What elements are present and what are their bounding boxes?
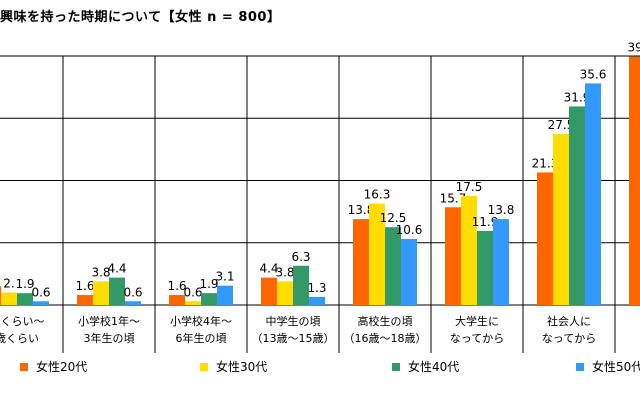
- bar: [293, 265, 309, 305]
- bar: [309, 296, 325, 305]
- legend-label-30s: 女性30代: [216, 360, 268, 374]
- data-label: 2.: [3, 277, 14, 291]
- bar: [493, 219, 509, 305]
- legend-item-50s: 女性50代: [576, 358, 640, 375]
- category-label: 小学校4年～: [170, 314, 232, 328]
- category-label: （13歳～15歳）: [252, 332, 335, 345]
- category-label: 6年生の頃: [176, 331, 227, 345]
- bar: [125, 301, 141, 305]
- data-label: 39.: [627, 41, 640, 55]
- bar: [477, 230, 493, 305]
- data-label: 0.6: [183, 285, 202, 299]
- legend-swatch-50s: [576, 362, 584, 371]
- data-label: 27.5: [548, 118, 575, 132]
- data-label: 12.5: [380, 211, 407, 225]
- bar: [629, 56, 640, 306]
- legend-swatch-20s: [20, 362, 28, 371]
- bar: [461, 196, 477, 305]
- bar: [109, 277, 125, 305]
- bar: [17, 293, 33, 305]
- data-label: 13.8: [488, 203, 515, 217]
- bar: [0, 286, 1, 305]
- data-label: 1.9: [15, 277, 34, 291]
- data-label: 0.6: [123, 285, 142, 299]
- category-label: 大学生に: [455, 314, 499, 328]
- category-label: 3年生の頃: [84, 331, 135, 345]
- legend-label-50s: 女性50代: [592, 360, 640, 374]
- bar: [261, 277, 277, 305]
- data-label: 4.4: [259, 262, 278, 276]
- bar: [445, 207, 461, 305]
- data-label: 31.9: [564, 90, 591, 104]
- data-label: 3.8: [275, 265, 294, 279]
- bar: [1, 292, 17, 305]
- category-label: 小学校1年～: [78, 314, 140, 328]
- bar: [585, 83, 601, 305]
- data-label: 1.6: [75, 279, 94, 293]
- data-label: 21.3: [532, 156, 559, 170]
- legend-label-40s: 女性40代: [408, 360, 460, 374]
- legend-item-20s: 女性20代: [20, 358, 87, 375]
- bar: [217, 285, 233, 305]
- bar: [569, 106, 585, 305]
- category-label: 歳くらい: [0, 332, 39, 345]
- data-label: 10.6: [396, 223, 423, 237]
- bar: [33, 301, 49, 305]
- category-label: 中学生の頃: [266, 314, 321, 328]
- data-label: 4.4: [107, 262, 126, 276]
- bar: [553, 133, 569, 305]
- category-label: なってから: [450, 332, 504, 345]
- data-label: 6.3: [291, 250, 310, 264]
- data-label: 15.7: [440, 191, 467, 205]
- bar: [77, 295, 93, 305]
- legend-label-20s: 女性20代: [36, 360, 88, 374]
- chart-title: 興味を持った時期について【女性 n = 800】: [0, 10, 281, 25]
- data-label: 16.3: [364, 188, 391, 202]
- legend-item-30s: 女性30代: [200, 358, 267, 375]
- bar: [401, 239, 417, 305]
- bar: [93, 281, 109, 305]
- data-label: 3.8: [91, 265, 110, 279]
- category-label: 社会人に: [547, 314, 591, 328]
- bar: [353, 219, 369, 305]
- data-label: 1.3: [307, 281, 326, 295]
- bar: [369, 203, 385, 305]
- data-label: 13.8: [348, 203, 375, 217]
- data-label: 35.6: [580, 67, 607, 81]
- legend-swatch-30s: [200, 362, 208, 371]
- bar: [185, 301, 201, 305]
- data-label: 11.9: [472, 215, 499, 229]
- bar: [277, 281, 293, 305]
- category-label: 歳くらい～: [0, 315, 45, 328]
- data-label: 1.6: [167, 279, 186, 293]
- legend-swatch-40s: [392, 362, 400, 371]
- bar: [169, 295, 185, 305]
- legend-item-40s: 女性40代: [392, 358, 459, 375]
- bar: [201, 293, 217, 305]
- data-label: 17.5: [456, 180, 483, 194]
- bar: [385, 227, 401, 305]
- category-label: 高校生の頃: [358, 314, 413, 328]
- chart-legend: 女性20代 女性30代 女性40代 女性50代: [20, 358, 640, 378]
- bar: [537, 172, 553, 305]
- data-label: 0.6: [31, 285, 50, 299]
- data-label: 3.1: [215, 270, 234, 284]
- category-label: （16歳～18歳）: [344, 332, 427, 345]
- category-label: なってから: [542, 332, 596, 345]
- data-label: 1.9: [199, 277, 218, 291]
